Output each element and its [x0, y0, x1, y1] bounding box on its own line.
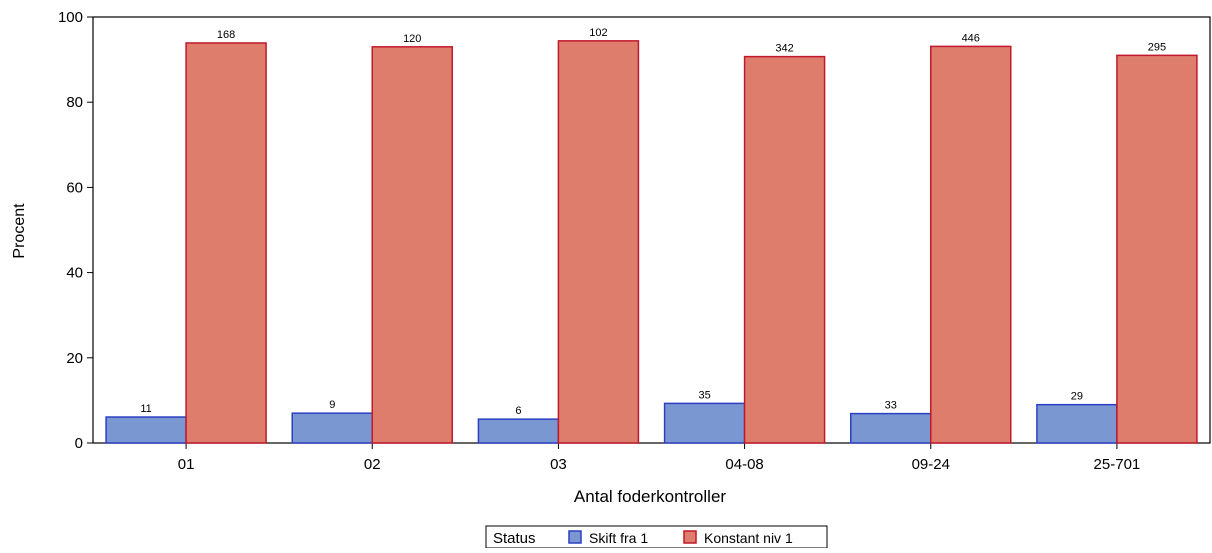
x-tick-label: 04-08 — [725, 456, 763, 473]
y-tick-label: 100 — [58, 9, 83, 26]
legend: Status Skift fra 1 Konstant niv 1 — [485, 525, 828, 549]
x-tick-label: 03 — [550, 456, 567, 473]
legend-swatch-konstant — [683, 530, 697, 544]
y-axis: 0 20 40 60 80 100 — [58, 9, 93, 452]
bar-value-label: 446 — [962, 32, 980, 44]
legend-title: Status — [493, 530, 536, 547]
plot-area-border — [92, 16, 1211, 444]
bar-skift — [477, 418, 560, 444]
x-axis-title: Antal foderkontroller — [574, 487, 726, 506]
x-tick-label: 25-701 — [1094, 456, 1141, 473]
x-tick-label: 09-24 — [912, 456, 950, 473]
bar-skift — [663, 402, 746, 444]
bar-value-label: 295 — [1148, 41, 1166, 53]
x-tick-label: 02 — [364, 456, 381, 473]
y-axis-title: Procent — [11, 203, 28, 259]
bar-skift — [291, 412, 373, 444]
bar-konstant — [557, 40, 640, 444]
bar-value-label: 9 — [329, 399, 335, 411]
x-axis: 01 02 03 04-08 09-24 25-701 — [178, 443, 1141, 473]
legend-swatch-skift — [568, 530, 582, 544]
bar-skift — [105, 416, 187, 444]
x-tick-label: 01 — [178, 456, 195, 473]
y-tick-label: 60 — [66, 179, 83, 196]
bar-skift — [850, 412, 932, 444]
plot-frame — [92, 16, 1211, 444]
bar-konstant — [743, 55, 826, 444]
y-tick-label: 80 — [66, 94, 83, 111]
bar-skift — [1036, 403, 1118, 444]
y-tick-label: 0 — [75, 435, 83, 452]
bar-value-label: 29 — [1071, 391, 1083, 403]
bar-value-label: 102 — [589, 27, 607, 39]
bar-value-label: 35 — [698, 389, 710, 401]
y-tick-label: 20 — [66, 350, 83, 367]
bar-labels-group: 11 168 9 120 6 102 35 342 33 446 29 295 — [140, 27, 1166, 417]
bar-value-label: 11 — [140, 403, 151, 415]
bar-konstant — [185, 42, 267, 444]
bar-konstant — [371, 46, 453, 444]
bar-konstant — [1116, 54, 1198, 444]
bar-value-label: 342 — [775, 43, 793, 55]
bar-value-label: 33 — [885, 400, 897, 412]
legend-label-konstant: Konstant niv 1 — [704, 530, 793, 546]
bars-group — [105, 40, 1198, 444]
bar-konstant — [930, 45, 1012, 444]
legend-label-skift: Skift fra 1 — [589, 530, 648, 546]
y-tick-label: 40 — [66, 265, 83, 282]
bar-value-label: 120 — [403, 33, 421, 45]
bar-value-label: 6 — [515, 405, 521, 417]
bar-value-label: 168 — [217, 29, 235, 41]
